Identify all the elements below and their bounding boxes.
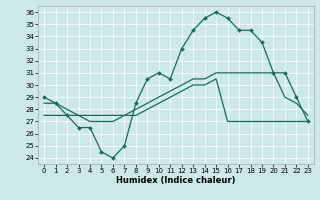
X-axis label: Humidex (Indice chaleur): Humidex (Indice chaleur) [116,176,236,185]
